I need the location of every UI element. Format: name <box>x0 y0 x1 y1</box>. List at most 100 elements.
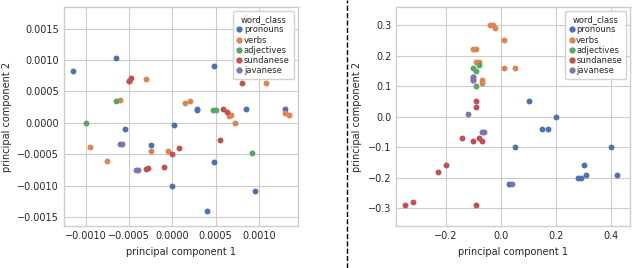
Point <box>477 78 487 82</box>
Point <box>208 108 218 113</box>
Point <box>477 130 487 134</box>
Point <box>141 77 152 81</box>
Point <box>479 130 490 134</box>
Point <box>474 59 484 64</box>
Point <box>468 75 479 79</box>
Point <box>184 99 195 103</box>
Point <box>543 127 553 131</box>
Point <box>284 113 294 117</box>
Point <box>468 78 479 82</box>
Point <box>209 160 219 164</box>
Point <box>524 99 534 103</box>
Point <box>408 200 418 204</box>
Point <box>111 99 121 103</box>
Point <box>474 62 484 67</box>
Point <box>477 139 487 143</box>
Point <box>507 182 517 186</box>
Point <box>241 107 251 111</box>
Point <box>169 122 179 127</box>
Point <box>488 23 498 27</box>
Point <box>215 138 225 143</box>
Point <box>102 158 113 163</box>
Point <box>606 145 616 149</box>
Point <box>468 66 479 70</box>
X-axis label: principal component 1: principal component 1 <box>458 247 568 257</box>
Point <box>85 144 95 149</box>
Legend: pronouns, verbs, adjectives, sundanese, javanese: pronouns, verbs, adjectives, sundanese, … <box>233 11 294 79</box>
Point <box>141 166 152 171</box>
Point <box>509 66 520 70</box>
Point <box>468 78 479 82</box>
Point <box>125 76 136 80</box>
Point <box>202 209 212 213</box>
Point <box>250 188 260 193</box>
Point <box>433 169 443 174</box>
Point <box>468 75 479 79</box>
Point <box>218 107 228 111</box>
Point <box>471 203 481 207</box>
Point <box>576 176 586 180</box>
Point <box>209 64 219 69</box>
Point <box>537 127 547 131</box>
Point <box>468 47 479 51</box>
Point <box>280 107 290 111</box>
Y-axis label: principal component 2: principal component 2 <box>2 62 12 172</box>
Point <box>611 172 621 177</box>
Point <box>115 142 125 146</box>
Point <box>174 146 184 150</box>
Point <box>145 149 156 153</box>
Point <box>499 66 509 70</box>
Y-axis label: principal component 2: principal component 2 <box>353 62 362 172</box>
Point <box>441 163 451 168</box>
Point <box>124 79 134 83</box>
Point <box>490 26 500 30</box>
Point <box>471 99 481 103</box>
Point <box>115 98 125 102</box>
Point <box>509 145 520 149</box>
Point <box>167 152 177 157</box>
Point <box>120 127 130 131</box>
Point <box>143 166 153 170</box>
Point <box>474 136 484 140</box>
Point <box>471 84 481 88</box>
Point <box>180 100 191 105</box>
Point <box>579 163 589 168</box>
Point <box>230 121 240 125</box>
Point <box>68 69 78 73</box>
Point <box>485 23 495 27</box>
Point <box>471 47 481 51</box>
Point <box>471 105 481 110</box>
Point <box>191 107 202 111</box>
Point <box>81 121 91 125</box>
Point <box>237 81 247 85</box>
Point <box>471 69 481 73</box>
Point <box>551 114 561 119</box>
Point <box>145 143 156 147</box>
Legend: pronouns, verbs, adjectives, sundanese, javanese: pronouns, verbs, adjectives, sundanese, … <box>565 11 626 79</box>
Point <box>167 184 177 188</box>
Point <box>463 111 473 116</box>
Point <box>581 172 591 177</box>
Point <box>399 203 410 207</box>
Point <box>223 114 234 118</box>
Point <box>163 149 173 153</box>
Point <box>226 113 236 117</box>
Point <box>261 81 271 85</box>
Point <box>471 59 481 64</box>
Point <box>504 182 515 186</box>
Point <box>477 81 487 85</box>
Point <box>458 136 468 140</box>
Point <box>117 142 127 146</box>
Point <box>247 151 257 155</box>
Point <box>111 56 121 60</box>
Point <box>131 168 141 172</box>
Point <box>159 165 169 169</box>
Point <box>468 139 479 143</box>
Point <box>132 168 143 172</box>
Point <box>280 111 290 116</box>
Point <box>124 79 134 84</box>
Point <box>573 176 583 180</box>
Point <box>191 108 202 113</box>
Point <box>576 26 586 30</box>
X-axis label: principal component 1: principal component 1 <box>126 247 236 257</box>
